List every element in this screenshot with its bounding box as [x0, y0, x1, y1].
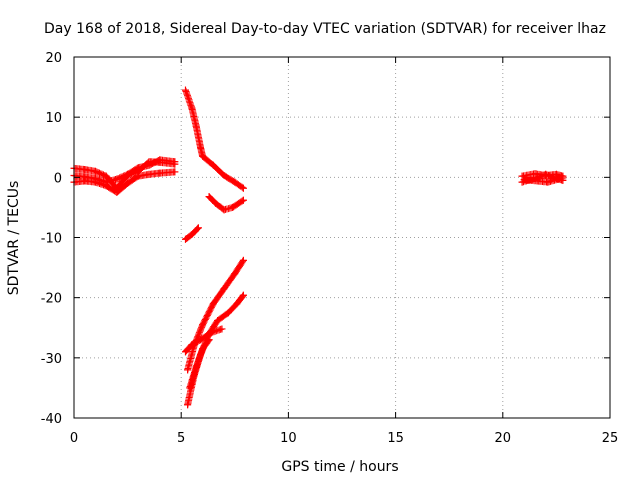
data-point [184, 366, 192, 374]
data-point [199, 321, 207, 329]
x-tick-label: 15 [387, 431, 404, 446]
data-point [81, 166, 89, 174]
y-tick-label: 10 [45, 111, 62, 126]
series-track-5 [205, 193, 247, 214]
data-point [520, 176, 528, 184]
grid [74, 57, 610, 418]
data-point [220, 206, 228, 214]
data-point [188, 104, 196, 112]
data-point [229, 203, 237, 211]
y-tick-label: -40 [41, 412, 62, 427]
data-point [171, 158, 179, 166]
data-point [518, 172, 526, 180]
data-point [81, 177, 89, 185]
series-track-10 [186, 336, 213, 392]
data-point [220, 285, 228, 293]
data-point [196, 336, 204, 344]
y-tick-label: 20 [45, 51, 62, 66]
data-point [209, 300, 217, 308]
data-point [188, 341, 196, 349]
data-point [199, 345, 207, 353]
data-point [192, 122, 200, 130]
data-point [181, 86, 189, 94]
data-point [533, 177, 541, 185]
x-tick-label: 0 [70, 431, 78, 446]
data-point [555, 175, 563, 183]
data-point [134, 172, 142, 180]
data-point [224, 309, 232, 317]
data-point [134, 164, 142, 172]
data-point [145, 170, 153, 178]
data-point [218, 325, 226, 333]
data-point [113, 175, 121, 183]
data-point [102, 182, 110, 190]
series-track-6 [181, 224, 202, 243]
x-tick-label: 5 [177, 431, 185, 446]
series-track-12 [518, 170, 567, 180]
data-point [145, 161, 153, 169]
data-point [188, 230, 196, 238]
data-point [559, 174, 567, 182]
data-point [124, 179, 132, 187]
series-track-3 [70, 168, 179, 196]
x-tick-label: 25 [602, 431, 619, 446]
data-point [209, 161, 217, 169]
y-tick-label: -10 [41, 232, 62, 247]
x-tick-label: 20 [495, 431, 512, 446]
data-point [231, 178, 239, 186]
data-point [113, 188, 121, 196]
data-point [239, 256, 247, 264]
data-point [239, 291, 247, 299]
data-point [239, 184, 247, 192]
data-point [186, 384, 194, 392]
series-track-4 [181, 86, 247, 192]
data-point [124, 170, 132, 178]
ticks: 0 5 10 15 20 25 -40 -30 -20 -10 0 10 20 [41, 51, 619, 446]
series-track-9 [181, 325, 226, 356]
data-point [156, 156, 164, 164]
data-point [214, 317, 222, 325]
data-layer [70, 86, 567, 409]
data-point [184, 401, 192, 409]
data-point [212, 199, 220, 207]
chart-title: Day 168 of 2018, Sidereal Day-to-day VTE… [44, 21, 606, 37]
x-axis-label: GPS time / hours [281, 459, 398, 475]
data-point [192, 363, 200, 371]
data-point [91, 167, 99, 175]
data-point [220, 172, 228, 180]
data-point [239, 196, 247, 204]
y-tick-label: -20 [41, 292, 62, 307]
data-point [233, 300, 241, 308]
data-point [181, 348, 189, 356]
data-point [207, 329, 215, 337]
data-point [102, 172, 110, 180]
data-point [199, 152, 207, 160]
data-point [205, 193, 213, 201]
data-point [544, 178, 552, 186]
data-point [205, 336, 213, 344]
data-point [531, 170, 539, 178]
y-axis-label: SDTVAR / TECUs [6, 181, 22, 296]
series-track-13 [520, 174, 567, 186]
data-point [196, 143, 204, 151]
x-tick-label: 10 [280, 431, 297, 446]
data-point [181, 235, 189, 243]
data-point [231, 270, 239, 278]
y-tick-label: -30 [41, 352, 62, 367]
data-point [171, 168, 179, 176]
data-point [156, 169, 164, 177]
data-point [194, 224, 202, 232]
y-tick-label: 0 [54, 171, 62, 186]
data-point [91, 178, 99, 186]
data-point [542, 172, 550, 180]
